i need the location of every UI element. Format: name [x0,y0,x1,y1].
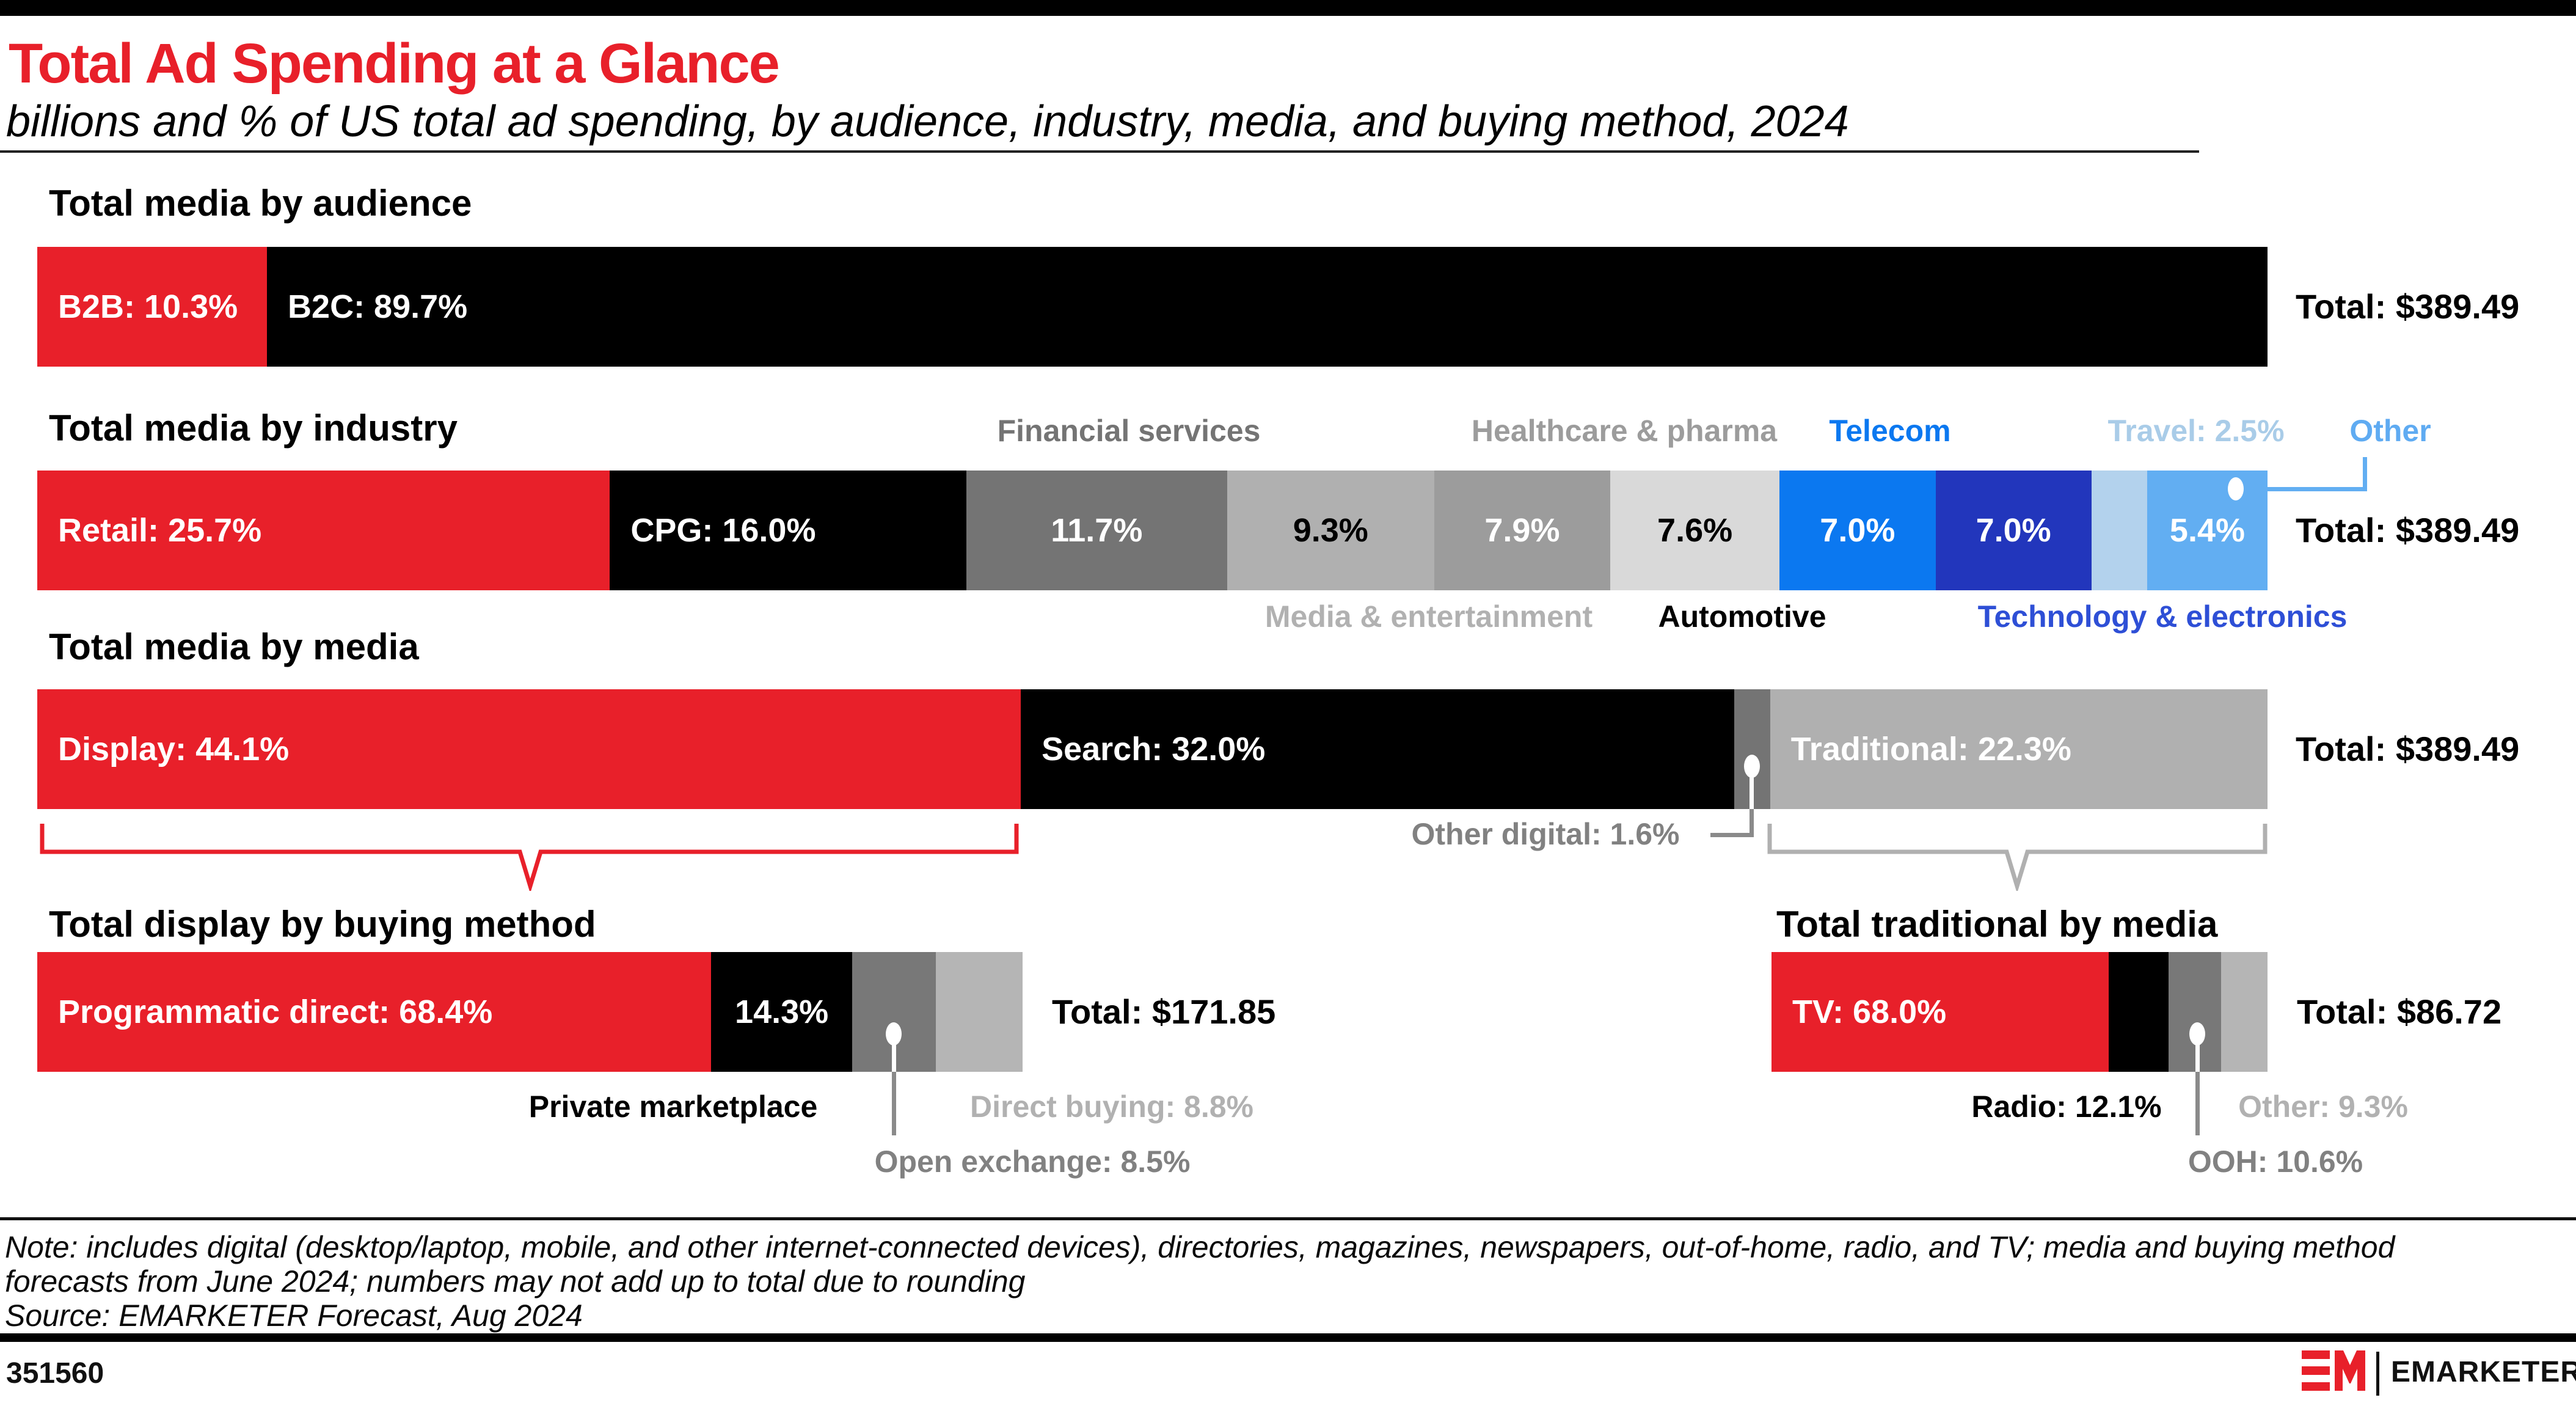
other-digital-marker-dot [1744,755,1760,778]
segment-tv: TV: 68.0% [1771,952,2109,1072]
segment-other [2221,952,2268,1072]
note-divider [0,1217,2576,1220]
ooh-stem-inside-bar [2195,1034,2200,1072]
segment-search: Search: 32.0% [1021,689,1735,809]
ooh-stem [2195,1072,2200,1135]
total-display: Total: $171.85 [1052,992,1276,1031]
segment-media-entertainment: 9.3% [1227,471,1434,590]
total-media: Total: $389.49 [2296,730,2520,768]
footer-bar [0,1333,2576,1342]
label-other-digital: Other digital: 1.6% [1411,817,1680,851]
segment-cpg: CPG: 16.0% [610,471,966,590]
segment-ooh [2169,952,2222,1072]
section-heading-traditional: Total traditional by media [1776,904,2218,945]
segment-label: 14.3% [735,994,829,1030]
page-title: Total Ad Spending at a Glance [9,32,780,95]
segment-label: Search: 32.0% [1042,731,1266,767]
segment-travel [2091,471,2147,590]
label-ooh: OOH: 10.6% [2187,1145,2363,1179]
other-digital-stem-inside-bar [1750,766,1754,809]
bar-industry: Retail: 25.7% CPG: 16.0% 11.7% 9.3% 7.9% 7.6%… [37,471,2268,590]
bar-display: Programmatic direct: 68.4% 14.3% [37,952,1023,1072]
ooh-marker-dot [2189,1022,2205,1046]
segment-direct-buying [936,952,1023,1072]
note-line-1: Note: includes digital (desktop/laptop, … [5,1230,2395,1264]
emarketer-logo-icon [2302,1350,2365,1391]
label-other-industry: Other [2349,414,2431,448]
source-line: Source: EMARKETER Forecast, Aug 2024 [5,1299,583,1333]
segment-label: Programmatic direct: 68.4% [58,994,493,1030]
segment-label: 5.4% [2169,512,2245,549]
bar-audience: B2B: 10.3% B2C: 89.7% [37,247,2268,367]
segment-healthcare-pharma: 7.9% [1434,471,1610,590]
segment-radio [2109,952,2169,1072]
brand-wordmark: EMARKETER [2391,1356,2576,1388]
segment-b2c: B2C: 89.7% [267,247,2268,367]
segment-label: Display: 44.1% [58,731,290,767]
label-automotive: Automotive [1658,599,1826,634]
segment-traditional: Traditional: 22.3% [1770,689,2268,809]
bar-media: Display: 44.1% Search: 32.0% Traditional: … [37,689,2268,809]
label-open-exchange: Open exchange: 8.5% [874,1145,1191,1179]
total-industry: Total: $389.49 [2296,511,2520,549]
segment-b2b: B2B: 10.3% [37,247,268,367]
section-heading-display: Total display by buying method [49,904,596,945]
chart-id: 351560 [6,1357,104,1390]
label-travel: Travel: 2.5% [2107,414,2285,448]
label-media-entertainment: Media & entertainment [1264,599,1593,634]
segment-label: B2C: 89.7% [288,288,468,325]
top-border-bar [0,0,2576,16]
other-digital-connector-dash [1710,833,1750,837]
segment-automotive: 7.6% [1610,471,1780,590]
segment-telecom: 7.0% [1779,471,1936,590]
segment-label: 9.3% [1293,512,1368,549]
label-private-marketplace: Private marketplace [528,1090,818,1124]
segment-financial-services: 11.7% [966,471,1227,590]
segment-retail: Retail: 25.7% [37,471,610,590]
segment-label: 7.9% [1484,512,1560,549]
segment-label: TV: 68.0% [1792,994,1947,1030]
segment-programmatic-direct: Programmatic direct: 68.4% [37,952,712,1072]
label-financial-services: Financial services [997,414,1261,448]
segment-label: Retail: 25.7% [58,512,262,549]
segment-display: Display: 44.1% [37,689,1021,809]
other-industry-connector-vertical [2363,457,2367,489]
segment-technology-electronics: 7.0% [1935,471,2092,590]
header-divider [0,150,2199,153]
label-healthcare-pharma: Healthcare & pharma [1471,414,1778,448]
section-heading-industry: Total media by industry [49,408,458,449]
section-heading-audience: Total media by audience [49,183,472,224]
logo-divider [2376,1352,2379,1396]
open-exchange-stem [892,1072,896,1135]
total-traditional: Total: $86.72 [2297,992,2502,1031]
traditional-underbrace [1767,824,2268,891]
segment-label: 11.7% [1051,512,1143,549]
segment-label: 7.0% [1976,512,2051,549]
display-underbrace [40,824,1019,891]
label-technology-electronics: Technology & electronics [1977,599,2348,634]
segment-label: CPG: 16.0% [630,512,816,549]
other-digital-stem [1750,809,1754,837]
other-industry-marker-dot [2228,477,2244,500]
page-subtitle: billions and % of US total ad spending, … [6,97,1849,146]
segment-label: B2B: 10.3% [58,288,238,325]
segment-label: 7.0% [1820,512,1896,549]
open-exchange-marker-dot [886,1022,902,1046]
label-radio: Radio: 12.1% [1971,1090,2162,1124]
open-exchange-stem-inside-bar [892,1034,896,1072]
section-heading-media: Total media by media [49,626,419,667]
other-industry-connector-horizontal [2236,487,2367,491]
bar-traditional: TV: 68.0% [1771,952,2268,1072]
label-telecom: Telecom [1829,414,1951,448]
total-audience: Total: $389.49 [2296,287,2520,326]
segment-private-marketplace: 14.3% [711,952,852,1072]
label-other-traditional: Other: 9.3% [2238,1090,2408,1124]
label-direct-buying: Direct buying: 8.8% [970,1090,1253,1124]
segment-label: Traditional: 22.3% [1790,731,2071,767]
note-line-2: forecasts from June 2024; numbers may no… [5,1264,1026,1299]
segment-label: 7.6% [1657,512,1733,549]
